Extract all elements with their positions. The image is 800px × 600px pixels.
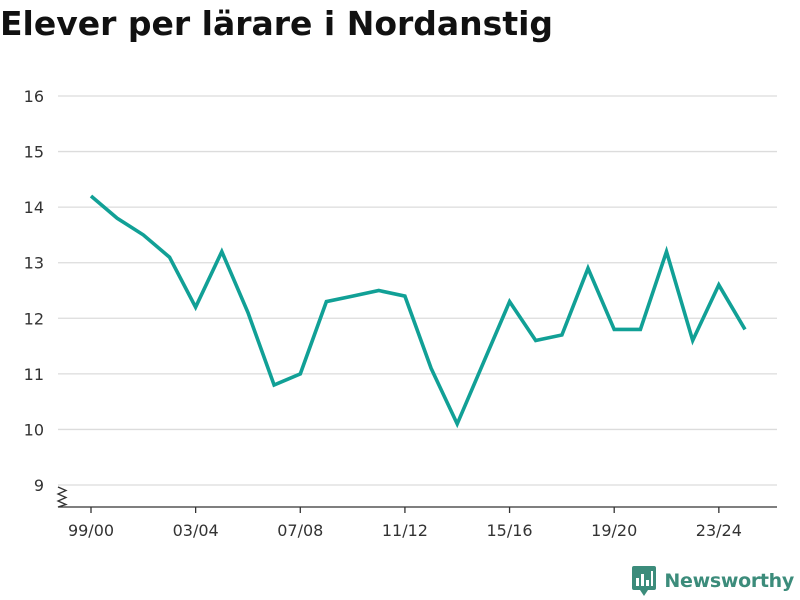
series-line-0 bbox=[89, 194, 747, 429]
newsworthy-logo-icon bbox=[632, 566, 657, 596]
series-lines bbox=[89, 194, 747, 429]
y-tick-label: 14 bbox=[24, 198, 44, 217]
x-tick-label: 19/20 bbox=[591, 521, 637, 540]
x-tick-label: 15/16 bbox=[487, 521, 533, 540]
x-tick-label: 11/12 bbox=[382, 521, 428, 540]
x-tick-label: 23/24 bbox=[696, 521, 742, 540]
gridlines bbox=[58, 95, 777, 486]
y-tick-label: 15 bbox=[24, 143, 44, 162]
y-axis-break-marker bbox=[56, 486, 71, 508]
chart-title: Elever per lärare i Nordanstig bbox=[0, 4, 554, 43]
y-tick-label: 10 bbox=[24, 420, 44, 439]
x-axis bbox=[56, 486, 777, 513]
newsworthy-logo: Newsworthy bbox=[632, 566, 794, 596]
x-axis-tick-labels: 99/00 03/04 07/08 11/12 15/16 19/20 23/24 bbox=[68, 521, 742, 540]
x-tick-label: 03/04 bbox=[173, 521, 219, 540]
y-tick-label: 12 bbox=[24, 309, 44, 328]
x-tick-label: 99/00 bbox=[68, 521, 114, 540]
y-tick-label: 11 bbox=[24, 365, 44, 384]
y-tick-label: 13 bbox=[24, 254, 44, 273]
brand-name: Newsworthy bbox=[664, 570, 794, 592]
y-tick-label: 9 bbox=[34, 476, 44, 495]
y-tick-label: 16 bbox=[24, 87, 44, 106]
y-axis-tick-labels: 9 10 11 12 13 14 15 16 bbox=[24, 87, 44, 495]
x-tick-label: 07/08 bbox=[277, 521, 323, 540]
